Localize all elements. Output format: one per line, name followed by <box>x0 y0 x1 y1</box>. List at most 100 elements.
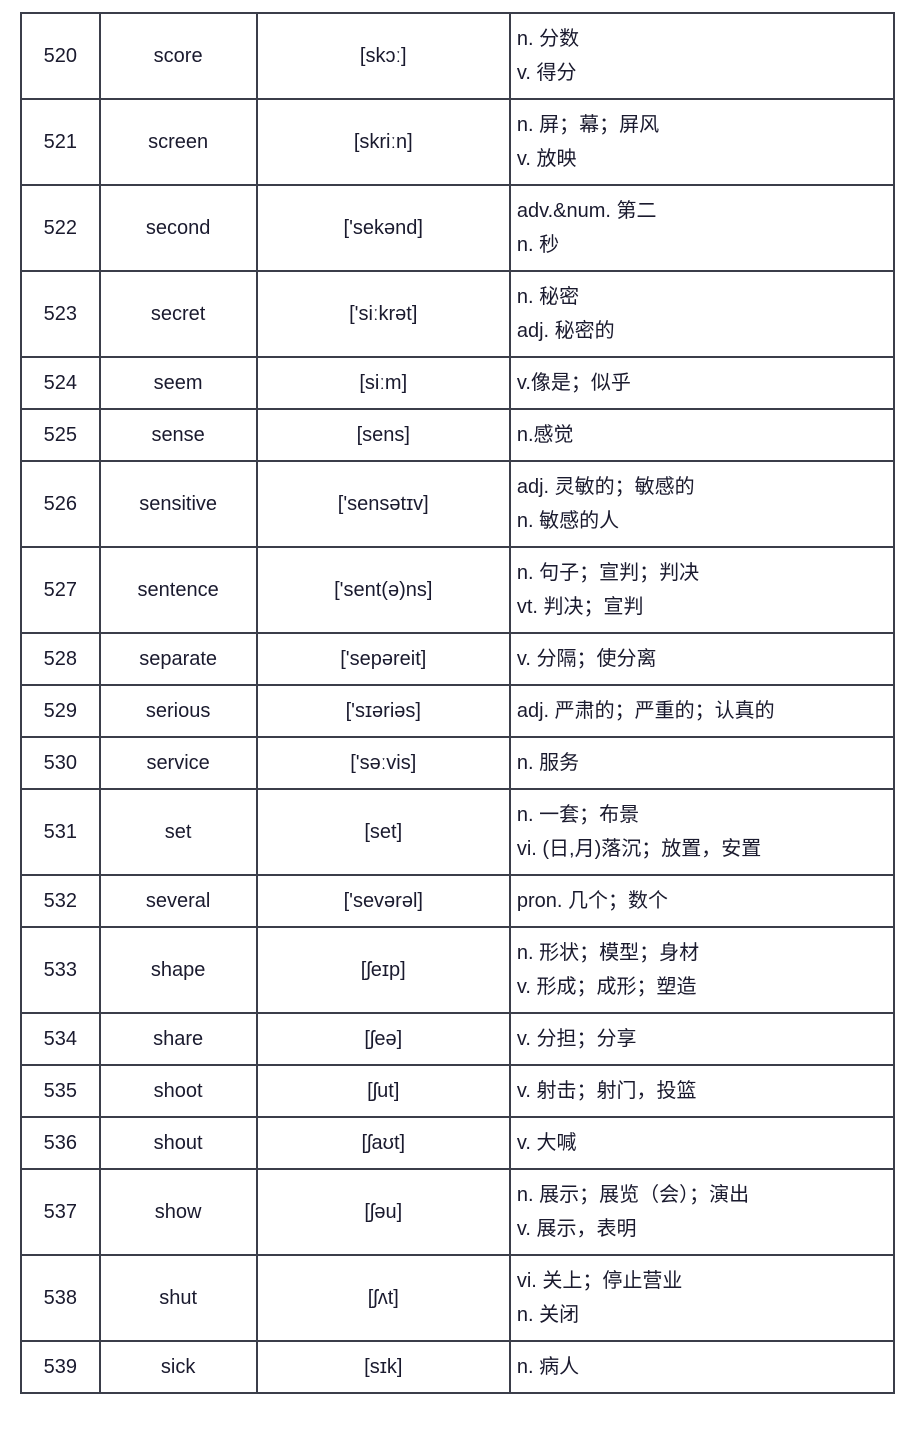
cell-definition: n. 展示；展览（会）；演出 v. 展示，表明 <box>510 1169 894 1255</box>
cell-number: 539 <box>21 1341 100 1393</box>
cell-phonetic: [ʃəu] <box>257 1169 510 1255</box>
cell-definition: v. 分担；分享 <box>510 1013 894 1065</box>
table-row: 523secret['siːkrət]n. 秘密 adj. 秘密的 <box>21 271 894 357</box>
cell-definition: n. 秘密 adj. 秘密的 <box>510 271 894 357</box>
cell-definition: v. 大喊 <box>510 1117 894 1169</box>
cell-phonetic: [skriːn] <box>257 99 510 185</box>
cell-word: screen <box>100 99 257 185</box>
cell-definition: n. 屏；幕；屏风 v. 放映 <box>510 99 894 185</box>
cell-word: service <box>100 737 257 789</box>
cell-phonetic: [sɪk] <box>257 1341 510 1393</box>
cell-number: 531 <box>21 789 100 875</box>
cell-phonetic: ['sensətɪv] <box>257 461 510 547</box>
cell-number: 523 <box>21 271 100 357</box>
cell-phonetic: ['sent(ə)ns] <box>257 547 510 633</box>
cell-definition: v. 射击；射门，投篮 <box>510 1065 894 1117</box>
cell-phonetic: ['sekənd] <box>257 185 510 271</box>
cell-definition: n.感觉 <box>510 409 894 461</box>
vocabulary-table-body: 520score[skɔː]n. 分数 v. 得分521screen[skriː… <box>21 13 894 1393</box>
cell-definition: n. 一套；布景 vi. (日,月)落沉；放置，安置 <box>510 789 894 875</box>
cell-definition: v. 分隔；使分离 <box>510 633 894 685</box>
cell-number: 537 <box>21 1169 100 1255</box>
cell-word: shout <box>100 1117 257 1169</box>
cell-word: secret <box>100 271 257 357</box>
cell-number: 530 <box>21 737 100 789</box>
cell-word: sentence <box>100 547 257 633</box>
cell-number: 528 <box>21 633 100 685</box>
table-row: 529serious['sɪəriəs]adj. 严肃的；严重的；认真的 <box>21 685 894 737</box>
cell-word: score <box>100 13 257 99</box>
cell-phonetic: ['sepəreit] <box>257 633 510 685</box>
cell-number: 524 <box>21 357 100 409</box>
cell-phonetic: [ʃeɪp] <box>257 927 510 1013</box>
table-row: 522second['sekənd]adv.&num. 第二 n. 秒 <box>21 185 894 271</box>
cell-phonetic: [sens] <box>257 409 510 461</box>
cell-number: 520 <box>21 13 100 99</box>
cell-word: sick <box>100 1341 257 1393</box>
cell-phonetic: [ʃeə] <box>257 1013 510 1065</box>
table-row: 524seem[siːm]v.像是；似乎 <box>21 357 894 409</box>
table-row: 521screen[skriːn]n. 屏；幕；屏风 v. 放映 <box>21 99 894 185</box>
cell-phonetic: [ʃʌt] <box>257 1255 510 1341</box>
cell-phonetic: ['sevərəl] <box>257 875 510 927</box>
cell-word: shut <box>100 1255 257 1341</box>
table-row: 532several['sevərəl]pron. 几个；数个 <box>21 875 894 927</box>
cell-word: several <box>100 875 257 927</box>
cell-definition: adj. 灵敏的；敏感的 n. 敏感的人 <box>510 461 894 547</box>
table-row: 534share[ʃeə]v. 分担；分享 <box>21 1013 894 1065</box>
cell-phonetic: [set] <box>257 789 510 875</box>
vocabulary-table: 520score[skɔː]n. 分数 v. 得分521screen[skriː… <box>20 12 895 1394</box>
cell-word: shape <box>100 927 257 1013</box>
cell-number: 535 <box>21 1065 100 1117</box>
cell-phonetic: ['səːvis] <box>257 737 510 789</box>
table-row: 520score[skɔː]n. 分数 v. 得分 <box>21 13 894 99</box>
cell-definition: n. 服务 <box>510 737 894 789</box>
table-row: 538shut[ʃʌt]vi. 关上；停止营业 n. 关闭 <box>21 1255 894 1341</box>
cell-number: 533 <box>21 927 100 1013</box>
cell-word: sensitive <box>100 461 257 547</box>
cell-definition: n. 病人 <box>510 1341 894 1393</box>
cell-word: show <box>100 1169 257 1255</box>
table-row: 526sensitive['sensətɪv]adj. 灵敏的；敏感的 n. 敏… <box>21 461 894 547</box>
cell-word: shoot <box>100 1065 257 1117</box>
cell-definition: adj. 严肃的；严重的；认真的 <box>510 685 894 737</box>
cell-number: 522 <box>21 185 100 271</box>
cell-word: serious <box>100 685 257 737</box>
cell-number: 532 <box>21 875 100 927</box>
table-row: 536shout[ʃaʊt]v. 大喊 <box>21 1117 894 1169</box>
cell-number: 527 <box>21 547 100 633</box>
table-row: 530service['səːvis]n. 服务 <box>21 737 894 789</box>
table-row: 527sentence['sent(ə)ns]n. 句子；宣判；判决 vt. 判… <box>21 547 894 633</box>
table-row: 533shape[ʃeɪp]n. 形状；模型；身材 v. 形成；成形；塑造 <box>21 927 894 1013</box>
cell-word: sense <box>100 409 257 461</box>
cell-word: separate <box>100 633 257 685</box>
cell-number: 534 <box>21 1013 100 1065</box>
table-row: 539sick[sɪk]n. 病人 <box>21 1341 894 1393</box>
cell-definition: vi. 关上；停止营业 n. 关闭 <box>510 1255 894 1341</box>
cell-word: set <box>100 789 257 875</box>
cell-phonetic: [ʃaʊt] <box>257 1117 510 1169</box>
table-row: 528separate['sepəreit]v. 分隔；使分离 <box>21 633 894 685</box>
cell-definition: n. 分数 v. 得分 <box>510 13 894 99</box>
cell-phonetic: [siːm] <box>257 357 510 409</box>
cell-number: 536 <box>21 1117 100 1169</box>
cell-word: second <box>100 185 257 271</box>
cell-definition: adv.&num. 第二 n. 秒 <box>510 185 894 271</box>
cell-definition: pron. 几个；数个 <box>510 875 894 927</box>
cell-definition: v.像是；似乎 <box>510 357 894 409</box>
cell-phonetic: ['siːkrət] <box>257 271 510 357</box>
cell-word: share <box>100 1013 257 1065</box>
cell-number: 529 <box>21 685 100 737</box>
table-row: 537show[ʃəu]n. 展示；展览（会）；演出 v. 展示，表明 <box>21 1169 894 1255</box>
cell-phonetic: [skɔː] <box>257 13 510 99</box>
cell-phonetic: [ʃut] <box>257 1065 510 1117</box>
cell-number: 526 <box>21 461 100 547</box>
table-row: 531set[set]n. 一套；布景 vi. (日,月)落沉；放置，安置 <box>21 789 894 875</box>
cell-definition: n. 形状；模型；身材 v. 形成；成形；塑造 <box>510 927 894 1013</box>
table-row: 535shoot[ʃut]v. 射击；射门，投篮 <box>21 1065 894 1117</box>
table-row: 525sense[sens]n.感觉 <box>21 409 894 461</box>
cell-word: seem <box>100 357 257 409</box>
cell-number: 521 <box>21 99 100 185</box>
cell-number: 538 <box>21 1255 100 1341</box>
cell-phonetic: ['sɪəriəs] <box>257 685 510 737</box>
